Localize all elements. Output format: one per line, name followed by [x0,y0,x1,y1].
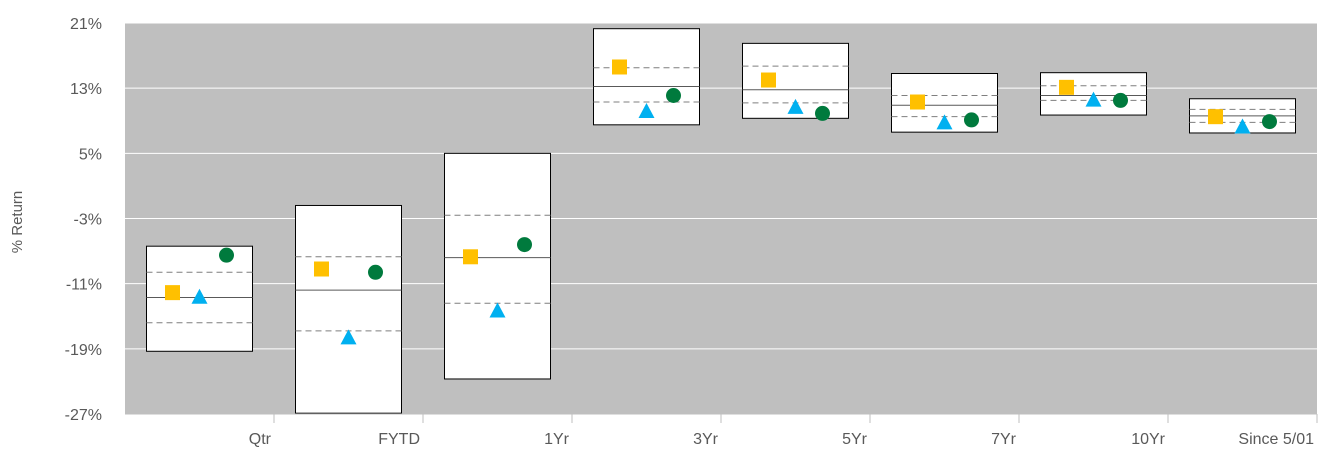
y-axis: 21% 13% 5% -3% -11% -19% -27% [65,16,102,424]
y-tick-label: 5% [79,146,102,163]
circle-marker [219,247,234,263]
triangle-marker [936,114,953,130]
triangle-marker [191,288,208,304]
square-marker [165,285,180,301]
x-tick-label: Since 5/01 [1238,431,1314,448]
x-tick-label: FYTD [378,431,420,448]
x-tick-label: Qtr [249,431,272,448]
square-marker [463,249,478,265]
square-marker [314,261,329,277]
x-tick-label: 10Yr [1131,431,1165,448]
range-box [146,245,253,352]
y-tick-label: -27% [65,407,102,424]
circle-marker [517,237,532,253]
triangle-marker [787,98,804,114]
circle-marker [1262,114,1277,130]
circle-marker [368,264,383,280]
range-box [295,204,402,414]
triangle-marker [1085,91,1102,107]
x-axis: Qtr FYTD 1Yr 3Yr 5Yr 7Yr 10Yr Since 5/01 [125,413,1318,448]
y-tick-label: 21% [70,16,102,33]
square-marker [761,72,776,88]
y-tick-label: 13% [70,81,102,98]
triangle-marker [638,102,655,118]
circle-marker [964,112,979,128]
y-tick-label: -3% [74,212,102,229]
square-marker [1059,79,1074,95]
triangle-marker [489,302,506,318]
circle-marker [666,87,681,103]
circle-marker [815,105,830,121]
circle-marker [1113,92,1128,108]
triangle-marker [1234,118,1251,134]
y-tick-label: -19% [65,342,102,359]
x-tick-label: 3Yr [693,431,719,448]
range-box [444,152,551,380]
x-tick-label: 7Yr [991,431,1017,448]
x-tick-label: 5Yr [842,431,868,448]
y-tick-label: -11% [66,277,102,294]
plot-area [125,22,1317,414]
y-axis-label: % Return [9,191,26,254]
square-marker [1208,109,1223,125]
square-marker [910,94,925,110]
x-tick-label: 1Yr [544,431,570,448]
square-marker [612,59,627,75]
triangle-marker [340,329,357,345]
